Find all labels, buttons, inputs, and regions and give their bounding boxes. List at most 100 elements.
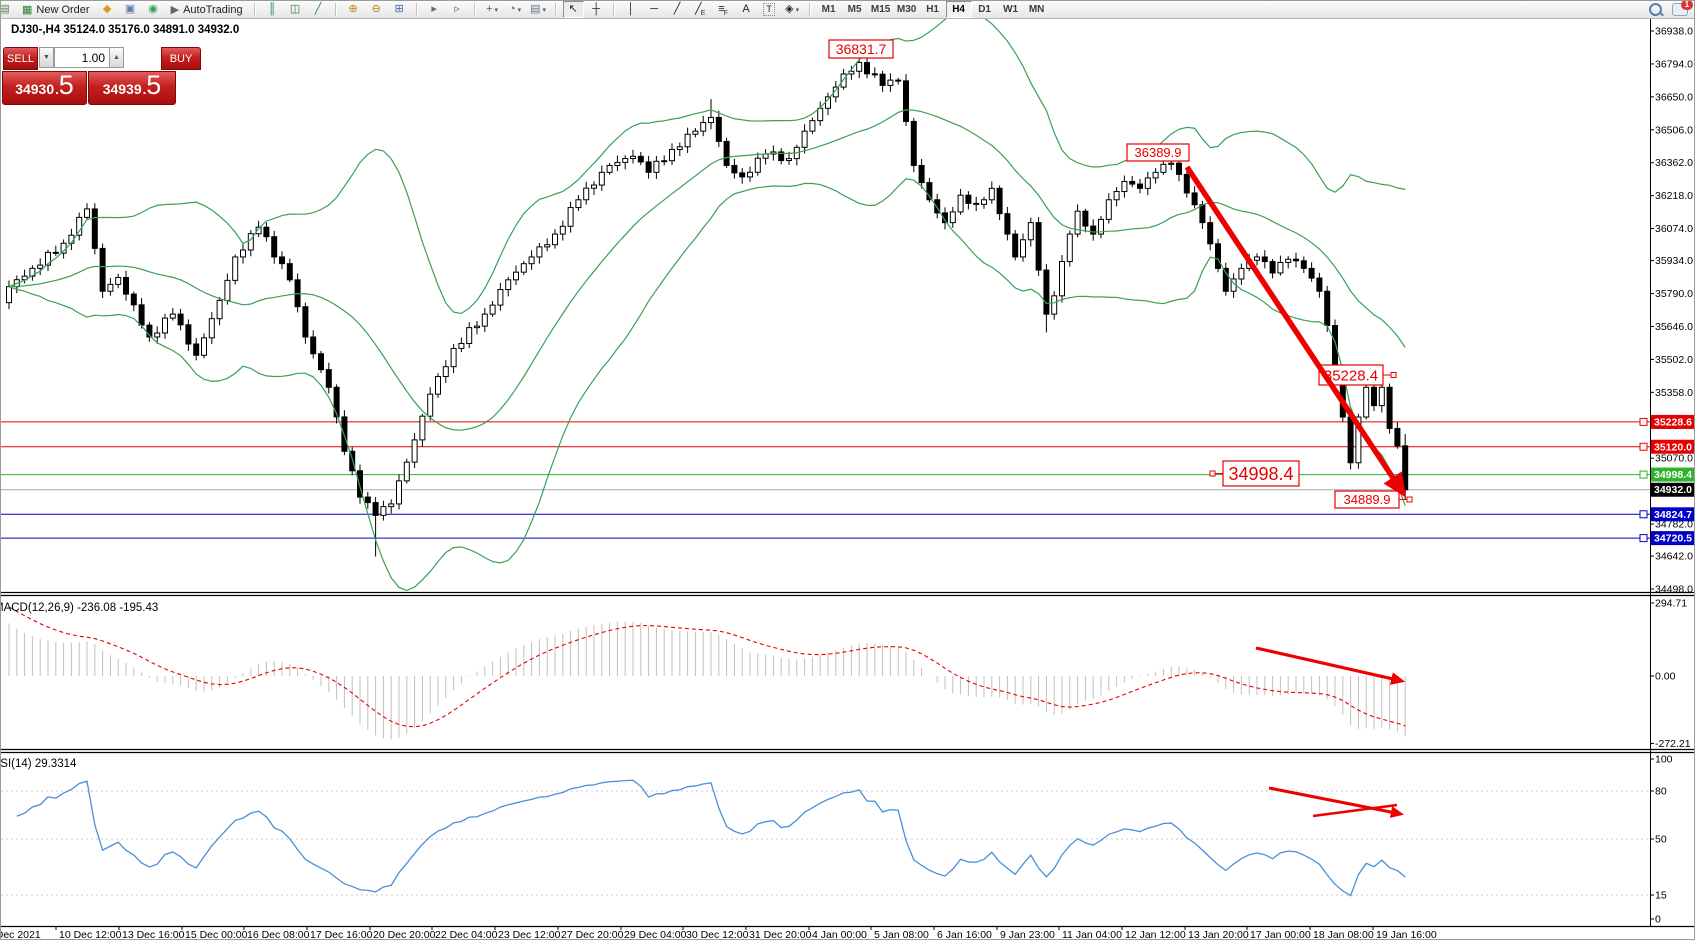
search-icon[interactable] — [1649, 3, 1662, 16]
sell-price-dot: . — [55, 82, 59, 97]
timeframe-w1[interactable]: W1 — [1003, 4, 1019, 15]
svg-text:36389.9: 36389.9 — [1135, 145, 1182, 160]
price-annotations[interactable]: 36831.7 36389.9 35228.4 34998.4 34889.9 — [828, 39, 1413, 509]
timeframe-m5[interactable]: M5 — [847, 4, 862, 15]
timeframe-mn[interactable]: MN — [1028, 4, 1045, 15]
trend-arrow[interactable] — [1268, 786, 1404, 818]
chat-icon[interactable]: 1 — [1672, 1, 1693, 16]
zoom-in-icon[interactable]: ⊕ — [348, 3, 358, 15]
price-tag-34824.7 — [1651, 507, 1694, 522]
timeframe-h4[interactable]: H4 — [945, 1, 972, 18]
timeframe-m30[interactable]: M30 — [896, 4, 917, 15]
candlestick-chart-icon[interactable]: ◫ — [289, 3, 301, 15]
svg-text:35646.0: 35646.0 — [1655, 321, 1693, 333]
timeframe-m1[interactable]: M1 — [821, 4, 836, 15]
svg-text:80: 80 — [1655, 786, 1667, 798]
zoom-out-icon[interactable]: ⊖ — [371, 3, 381, 15]
trend-arrow[interactable] — [1255, 646, 1406, 685]
cursor-icon[interactable]: ↖ — [562, 1, 584, 18]
horizontal-line-icon[interactable]: ─ — [650, 3, 658, 15]
level-handle[interactable] — [1639, 534, 1648, 543]
buy-price-panel[interactable]: 34939 . 5 — [88, 71, 176, 105]
chart-window-icon[interactable]: ▤ — [1, 1, 15, 18]
volume-increase-button[interactable]: ▲ — [109, 47, 124, 68]
svg-text:36506.0: 36506.0 — [1655, 124, 1693, 136]
bollinger-upper — [8, 19, 1406, 315]
buy-button[interactable]: BUY — [161, 47, 201, 70]
timeframe-h1[interactable]: H1 — [926, 4, 939, 15]
volume-input[interactable] — [54, 47, 110, 68]
chart-shift-icon[interactable]: ▹ — [454, 3, 460, 15]
price-tag-34932.0 — [1651, 482, 1694, 497]
svg-text:10 Dec 12:00: 10 Dec 12:00 — [59, 929, 122, 940]
arrows-icon[interactable]: ◈ ▾ — [785, 3, 800, 15]
profile-icon[interactable]: ▣ — [124, 3, 136, 15]
bollinger-bands — [8, 19, 1406, 592]
svg-text:23 Dec 12:00: 23 Dec 12:00 — [498, 929, 561, 940]
level-handle[interactable] — [1639, 442, 1648, 451]
new-chart-icon[interactable]: + ▾ — [486, 3, 499, 15]
new-order-button[interactable]: ▦ New Order — [17, 2, 95, 17]
trend-arrows[interactable] — [1184, 165, 1407, 818]
timeframe-m15[interactable]: M15 — [870, 4, 891, 15]
symbol-ohlc-line: DJ30-,H4 35124.0 35176.0 34891.0 34932.0 — [11, 24, 240, 36]
sell-price-main: 34930 — [15, 81, 55, 97]
rsi-label: RSI(14) 29.3314 — [1, 758, 77, 770]
g-cursor: ↖ ┼ — [560, 1, 610, 18]
svg-text:20 Dec 20:00: 20 Dec 20:00 — [373, 929, 436, 940]
volume-decrease-button[interactable]: ▼ — [39, 47, 54, 68]
toolbar-separator — [612, 3, 615, 16]
annotation-box-36831.7[interactable] — [828, 39, 894, 59]
svg-text:35228.6: 35228.6 — [1654, 416, 1692, 428]
signals-icon[interactable]: ◉ — [148, 3, 158, 15]
svg-text:9 Dec 2021: 9 Dec 2021 — [1, 929, 41, 940]
horizontal-level-lines[interactable] — [1, 417, 1650, 543]
auto-scroll-icon[interactable]: ▸ — [431, 3, 437, 15]
level-handle[interactable] — [1639, 510, 1648, 519]
crosshair-icon[interactable]: ┼ — [592, 3, 600, 15]
trend-arrow[interactable] — [1184, 165, 1407, 498]
one-click-trading-panel: SELL ▼ ▲ BUY 34930 . 5 34939 . 5 — [2, 45, 202, 105]
macd-signal-line — [8, 606, 1406, 728]
annotation-box-36389.9[interactable] — [1126, 143, 1190, 162]
g-objects: │ ─ ╱ ╱ E ≡ F A T ◈ ▾ — [618, 1, 806, 18]
bar-chart-icon[interactable]: ║ — [268, 3, 276, 15]
text-icon[interactable]: A — [742, 3, 750, 15]
autotrading-button[interactable]: ▶ AutoTrading — [166, 2, 248, 17]
tile-windows-icon[interactable]: ⊞ — [394, 3, 404, 15]
svg-text:36794.0: 36794.0 — [1655, 58, 1693, 70]
svg-text:35228.4: 35228.4 — [1324, 367, 1378, 384]
text-label-icon[interactable]: T — [759, 1, 780, 18]
price-tag-34998.4 — [1651, 467, 1694, 482]
line-chart-icon[interactable]: ╱ — [314, 3, 322, 15]
macd-label: MACD(12,26,9) -236.08 -195.43 — [1, 602, 158, 614]
macd-scale: 294.71 0.00 -272.21 — [1650, 598, 1691, 750]
template-icon[interactable]: ▤ ▾ — [530, 3, 547, 15]
panel-frames — [1, 19, 1694, 928]
svg-text:34642.0: 34642.0 — [1655, 551, 1693, 563]
trend-arrow[interactable] — [1312, 803, 1398, 818]
period-icon[interactable]: ◔ ▾ — [509, 3, 522, 15]
svg-text:36938.0: 36938.0 — [1655, 26, 1693, 38]
trendline-icon[interactable]: ╱ — [673, 3, 681, 15]
rsi-scale: 100 80 50 15 0 — [1650, 754, 1673, 926]
g-zoom: ⊕ ⊖ ⊞ — [340, 1, 413, 18]
price-tag-35228.6 — [1651, 414, 1694, 429]
g-chart-type: ║ ◫ ╱ — [259, 1, 332, 18]
svg-text:-272.21: -272.21 — [1655, 738, 1691, 750]
timeframe-d1[interactable]: D1 — [978, 4, 991, 15]
annotation-box-34998.4[interactable] — [1222, 460, 1300, 487]
fibonacci-icon[interactable]: ≡ F — [718, 3, 728, 18]
sell-button[interactable]: SELL — [3, 47, 38, 70]
autotrading-button-label: AutoTrading — [183, 3, 243, 16]
svg-text:34498.0: 34498.0 — [1655, 583, 1693, 595]
vertical-line-icon[interactable]: │ — [627, 3, 635, 15]
metaeditor-icon[interactable]: ◆ — [102, 3, 112, 15]
sell-price-panel[interactable]: 34930 . 5 — [2, 71, 87, 105]
level-handle[interactable] — [1639, 470, 1648, 479]
price-tag-35120.0 — [1651, 439, 1694, 454]
level-handle[interactable] — [1639, 417, 1648, 426]
equidistant-channel-icon[interactable]: ╱ E — [694, 3, 706, 18]
buy-price-pips: 5 — [146, 70, 162, 100]
